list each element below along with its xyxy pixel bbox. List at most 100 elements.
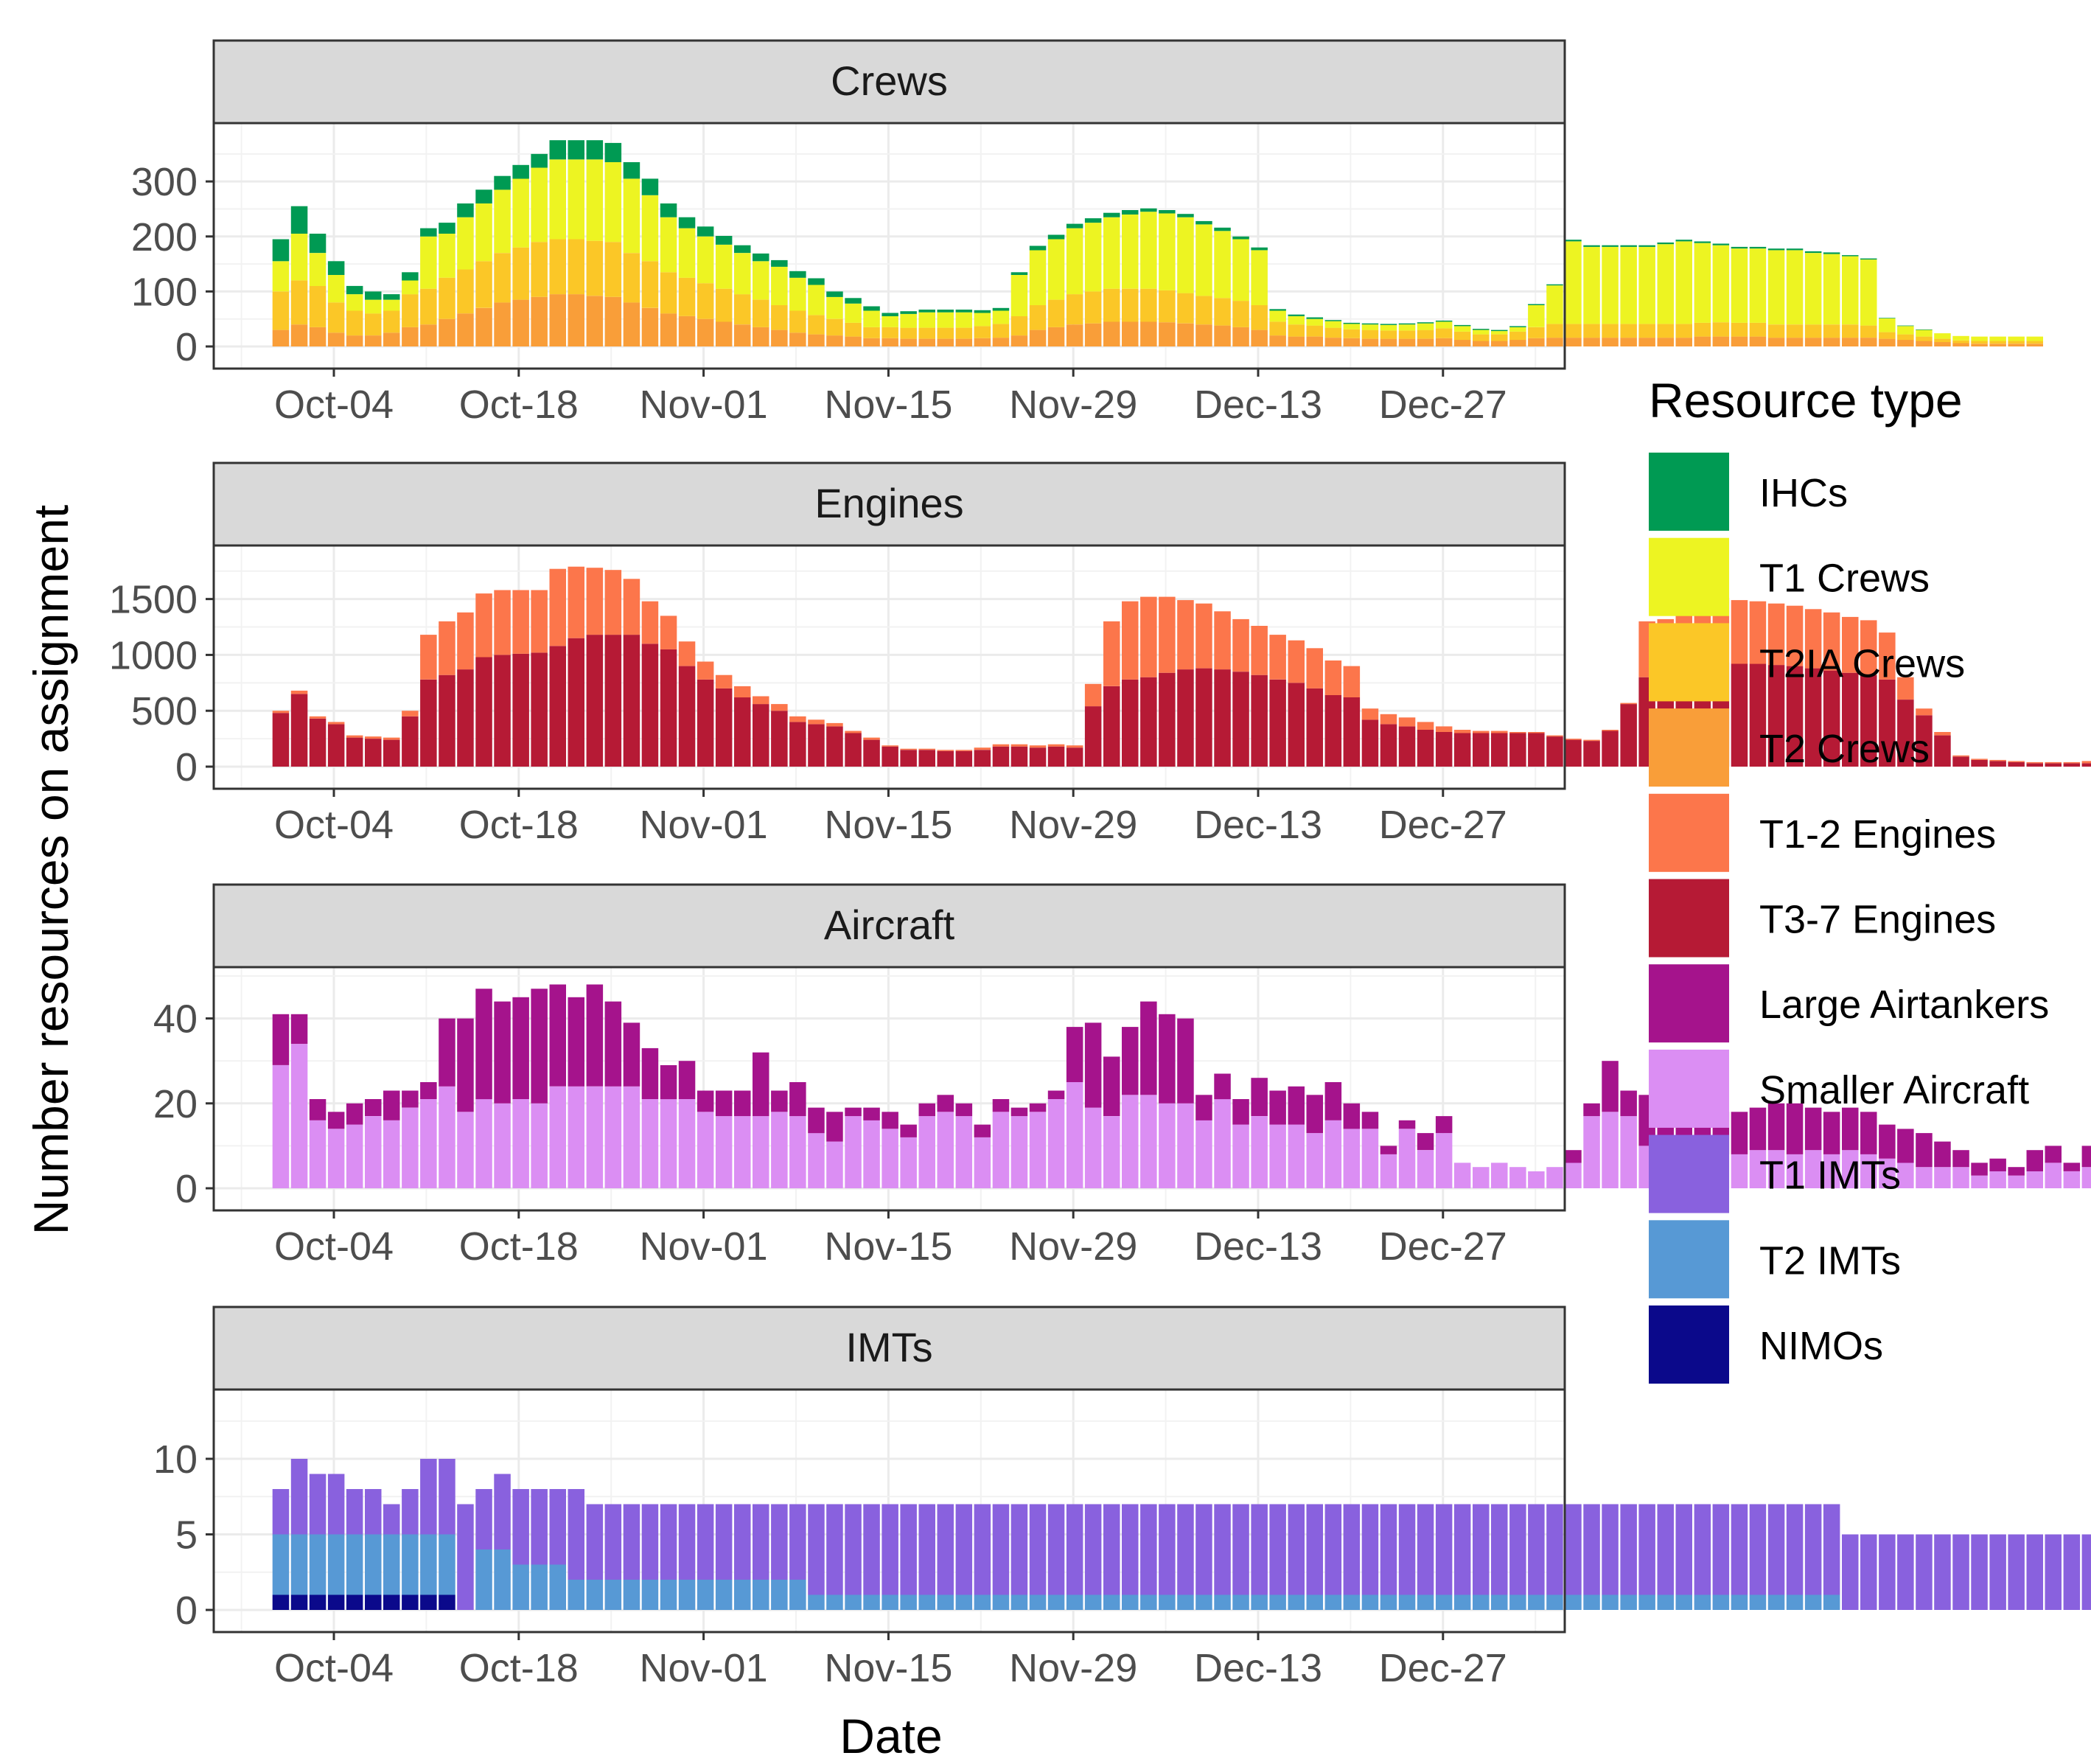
- bar-ihcs: [1712, 243, 1730, 245]
- bar-t2-crews: [1879, 338, 1896, 346]
- bar-t2-imts: [1657, 1594, 1674, 1610]
- bar-t3-7-engines: [1952, 756, 1969, 767]
- x-tick-label: Oct-04: [274, 383, 394, 427]
- bar-smaller-aircraft: [1380, 1154, 1397, 1188]
- bar-large-airtankers: [2081, 1146, 2091, 1168]
- bar-t1-crews: [1602, 246, 1619, 324]
- bar-t2ia-crews: [955, 327, 973, 339]
- bar-t1-crews: [327, 275, 345, 303]
- bar-ihcs: [937, 310, 954, 313]
- bar-t2ia-crews: [697, 283, 714, 319]
- x-tick-label: Oct-04: [274, 1224, 394, 1269]
- bar-t2-imts: [1712, 1594, 1730, 1610]
- bar-smaller-aircraft: [2081, 1167, 2091, 1188]
- bar-t2-imts: [974, 1594, 991, 1610]
- bar-large-airtankers: [1343, 1103, 1361, 1129]
- bar-t1-2-engines: [475, 593, 492, 658]
- bar-ihcs: [808, 278, 825, 285]
- x-tick-label: Oct-18: [459, 1646, 579, 1690]
- bar-t2-imts: [900, 1594, 917, 1610]
- bar-t2-crews: [678, 316, 696, 346]
- bar-t2-imts: [1251, 1594, 1268, 1610]
- bar-t2-crews: [1103, 321, 1120, 346]
- bar-ihcs: [1638, 245, 1655, 247]
- bar-large-airtankers: [808, 1107, 825, 1134]
- bar-t1-2-engines: [1177, 600, 1194, 670]
- legend-swatch: [1649, 453, 1729, 531]
- bar-t2-imts: [531, 1564, 548, 1610]
- bar-t1-imts: [1251, 1504, 1268, 1595]
- bar-t3-7-engines: [2008, 761, 2025, 767]
- bar-t1-2-engines: [1473, 731, 1490, 733]
- bar-nimos: [420, 1594, 437, 1610]
- x-tick-label: Dec-27: [1379, 1646, 1507, 1690]
- bar-large-airtankers: [2045, 1146, 2062, 1163]
- bar-t2-imts: [1509, 1594, 1526, 1610]
- bar-t1-imts: [918, 1504, 935, 1595]
- bar-t2-crews: [2026, 344, 2043, 346]
- bar-t2-crews: [309, 327, 327, 346]
- bar-t2ia-crews: [1694, 322, 1711, 337]
- bar-t1-crews: [1177, 217, 1194, 293]
- bar-t2ia-crews: [365, 313, 382, 335]
- x-tick-label: Nov-01: [640, 803, 768, 847]
- bar-smaller-aircraft: [402, 1107, 419, 1188]
- bar-smaller-aircraft: [586, 1086, 604, 1188]
- bar-t2-imts: [1380, 1594, 1397, 1610]
- bar-t3-7-engines: [457, 669, 474, 767]
- bar-smaller-aircraft: [1509, 1167, 1526, 1188]
- bar-t2ia-crews: [771, 305, 788, 330]
- x-tick-label: Nov-29: [1009, 803, 1137, 847]
- bar-t3-7-engines: [1731, 663, 1748, 767]
- bar-ihcs: [1731, 246, 1748, 249]
- bar-t2ia-crews: [1804, 324, 1822, 338]
- bar-t2-crews: [586, 296, 604, 346]
- bar-t1-2-engines: [1897, 677, 1914, 700]
- bar-t1-2-engines: [1251, 626, 1268, 675]
- bar-large-airtankers: [1971, 1162, 1988, 1176]
- bar-t1-imts: [1989, 1534, 2006, 1610]
- bar-t1-crews: [1232, 239, 1249, 301]
- bar-t2-crews: [623, 302, 640, 346]
- bar-ihcs: [992, 307, 1010, 311]
- bar-ihcs: [1786, 248, 1804, 251]
- bar-ihcs: [512, 164, 529, 179]
- bar-t3-7-engines: [808, 724, 825, 767]
- x-tick-label: Nov-15: [824, 383, 952, 427]
- bar-t2-imts: [1269, 1594, 1286, 1610]
- bar-nimos: [327, 1594, 345, 1610]
- panel-strip: [212, 461, 1566, 547]
- bar-t2-imts: [1288, 1594, 1305, 1610]
- bar-large-airtankers: [1731, 1112, 1748, 1154]
- legend-swatch: [1649, 623, 1729, 702]
- bar-t1-imts: [974, 1504, 991, 1595]
- legend-item: T3-7 Engines: [1649, 879, 1996, 958]
- bar-t1-crews: [549, 159, 566, 240]
- bar-smaller-aircraft: [808, 1133, 825, 1188]
- x-tick-label: Oct-04: [274, 803, 394, 847]
- bar-large-airtankers: [1767, 1103, 1785, 1151]
- bar-large-airtankers: [1860, 1112, 1877, 1154]
- bar-t1-crews: [1122, 214, 1139, 289]
- bar-t2-imts: [1417, 1594, 1434, 1610]
- bar-smaller-aircraft: [1343, 1129, 1361, 1188]
- bar-t2-crews: [2008, 344, 2025, 346]
- x-tick-label: Nov-29: [1009, 1646, 1137, 1690]
- bar-large-airtankers: [1177, 1018, 1194, 1104]
- bar-t2-crews: [1731, 336, 1748, 346]
- bar-t1-imts: [845, 1504, 862, 1595]
- bar-smaller-aircraft: [2063, 1171, 2081, 1188]
- bar-ihcs: [1343, 322, 1361, 324]
- bar-t1-imts: [863, 1504, 880, 1595]
- y-tick-label: 0: [175, 745, 198, 789]
- bar-t1-2-engines: [1509, 732, 1526, 733]
- bar-ihcs: [1453, 324, 1471, 327]
- bar-t2-crews: [1084, 323, 1102, 346]
- bar-t1-2-engines: [1767, 603, 1785, 666]
- bar-ihcs: [1583, 245, 1600, 247]
- bar-large-airtankers: [1989, 1158, 2006, 1171]
- bar-t1-2-engines: [678, 641, 696, 666]
- bar-t3-7-engines: [1804, 668, 1822, 767]
- bar-ihcs: [882, 313, 898, 316]
- legend-item: NIMOs: [1649, 1305, 1883, 1384]
